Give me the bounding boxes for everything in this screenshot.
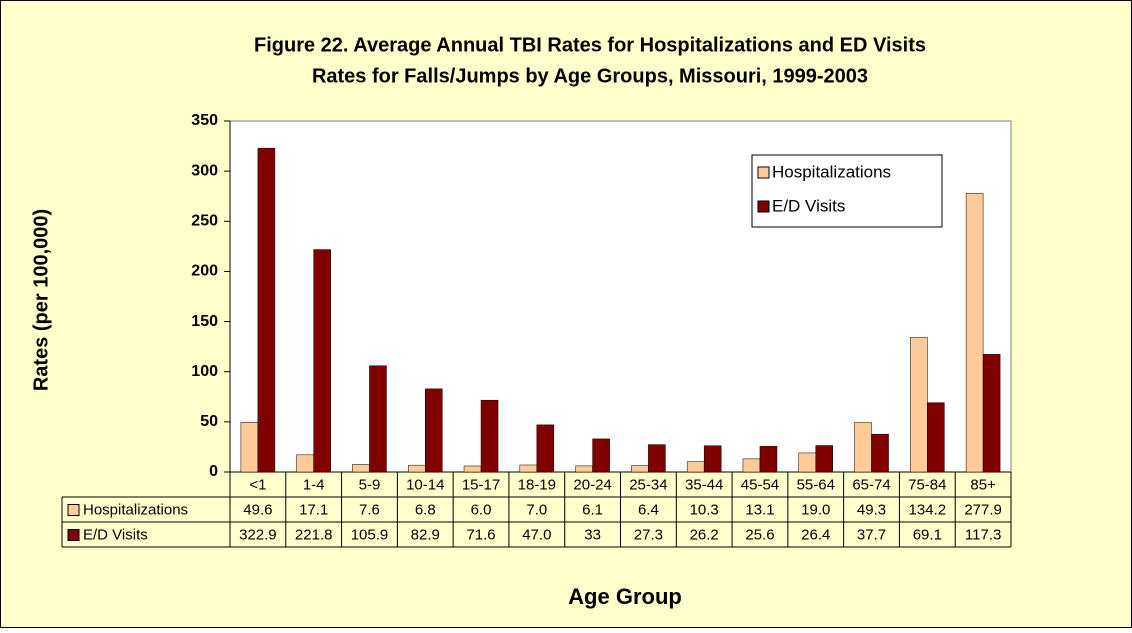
x-tick-label: 25-34 [629,476,667,493]
table-cell: 6.8 [415,501,436,518]
bar [296,454,314,473]
x-tick-label: 20-24 [573,476,611,493]
table-cell: 6.0 [471,501,492,518]
x-tick-label: 18-19 [518,476,556,493]
x-tick-label: 15-17 [462,476,500,493]
table-cell: 25.6 [745,526,774,543]
chart-title: Figure 22. Average Annual TBI Rates for … [254,34,926,56]
x-axis-label: Age Group [568,584,682,609]
bar [648,444,666,473]
legend-label: E/D Visits [772,196,845,215]
legend-label: Hospitalizations [772,162,891,181]
chart-title: Rates for Falls/Jumps by Age Groups, Mis… [312,65,868,87]
bar [686,461,705,473]
table-cell: 13.1 [745,501,774,518]
table-cell: 26.2 [690,526,719,543]
bar [703,445,722,473]
table-cell: 49.6 [243,501,272,518]
bar [854,422,872,473]
bar [759,446,778,473]
table-cell: 277.9 [964,501,1002,518]
bar [871,433,889,473]
table-cell: 322.9 [239,526,277,543]
table-cell: 47.0 [522,526,551,543]
bar [425,388,443,473]
table-row-label: Hospitalizations [83,501,188,518]
table-cell: 7.0 [526,501,547,518]
y-tick-label: 0 [209,463,218,480]
legend-swatch [757,166,770,179]
bar [408,464,426,473]
table-cell: 17.1 [299,501,328,518]
bar [536,424,555,473]
bar [240,422,259,473]
bar [965,193,984,473]
table-cell: 6.4 [638,501,659,518]
x-tick-label: 65-74 [852,476,890,493]
bar [352,464,370,473]
x-tick-label: 35-44 [685,476,723,493]
y-tick-label: 100 [191,363,218,380]
x-tick-label: 5-9 [359,476,381,493]
table-cell: 7.6 [359,501,380,518]
y-tick-label: 350 [191,112,218,129]
table-cell: 82.9 [411,526,440,543]
bar [927,402,945,473]
bar [519,464,538,473]
table-cell: 105.9 [351,526,389,543]
x-tick-label: 75-84 [908,476,946,493]
x-tick-label: 85+ [970,476,996,493]
x-tick-label: 10-14 [406,476,444,493]
bar [575,465,593,473]
y-tick-label: 300 [191,162,218,179]
table-cell: 33 [584,526,601,543]
table-cell: 26.4 [801,526,830,543]
bar [982,354,1001,473]
legend-box [751,154,943,228]
table-legend-swatch [67,504,80,516]
y-tick-label: 200 [191,263,218,280]
bar [631,465,649,473]
bar [910,337,928,473]
bar [313,249,331,473]
table-cell: 10.3 [690,501,719,518]
y-axis-label: Rates (per 100,000) [30,209,52,391]
table-cell: 117.3 [965,526,1001,543]
legend-swatch [757,200,770,213]
table-cell: 6.1 [582,501,603,518]
table-cell: 27.3 [634,526,663,543]
table-cell: 221.8 [295,526,333,543]
x-tick-label: 55-64 [797,476,835,493]
table-row-label: E/D Visits [83,526,148,543]
bar [592,438,610,473]
table-cell: 37.7 [857,526,886,543]
table-legend-swatch [67,529,80,541]
table-cell: 19.0 [801,501,830,518]
table-cell: 134.2 [909,501,947,518]
bar [480,399,499,473]
bar [369,365,387,473]
table-cell: 71.6 [466,526,495,543]
bar [815,445,833,473]
x-tick-label: 1-4 [303,476,325,493]
x-tick-label: <1 [249,476,266,493]
table-cell: 69.1 [913,526,942,543]
y-tick-label: 150 [191,313,218,330]
y-tick-label: 250 [191,213,218,230]
bar [463,465,482,473]
bar [742,458,761,473]
y-tick-label: 50 [200,413,218,430]
table-cell: 49.3 [857,501,886,518]
bar [257,147,276,473]
x-tick-label: 45-54 [741,476,779,493]
bar [798,452,816,473]
